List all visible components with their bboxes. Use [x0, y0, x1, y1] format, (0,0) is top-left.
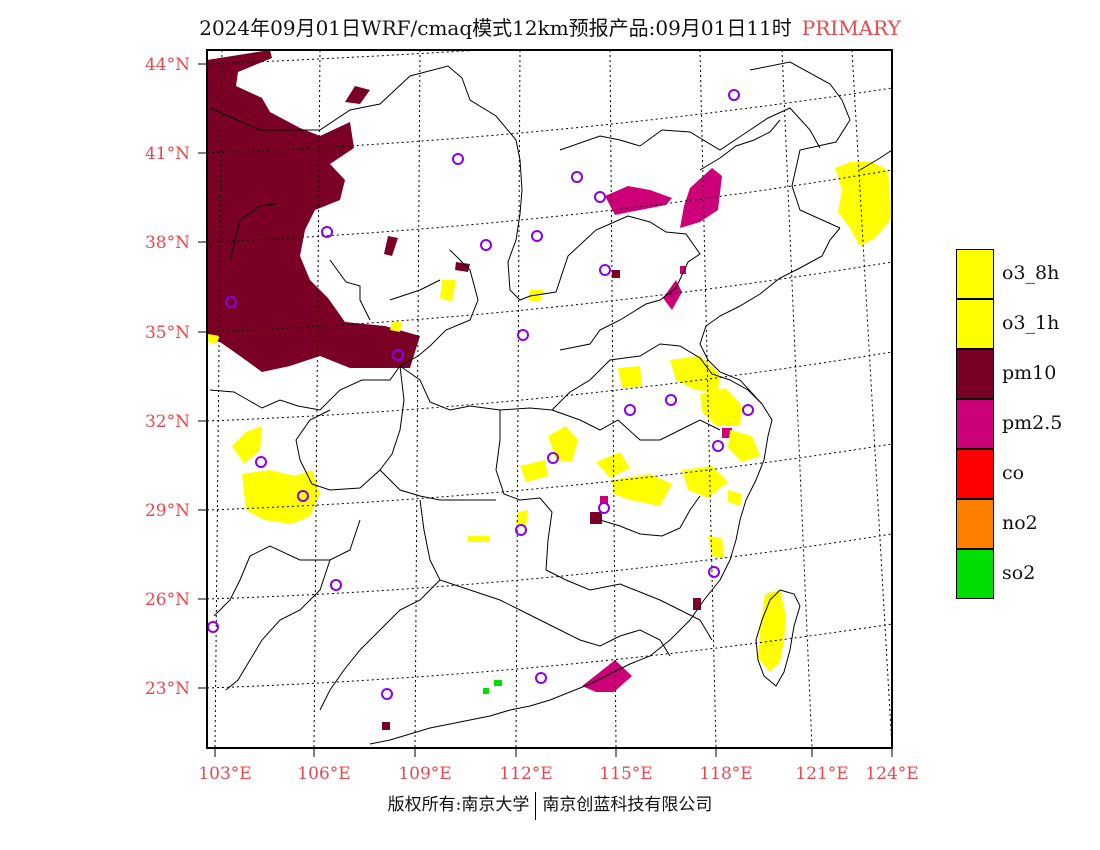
- map-frame: [206, 49, 893, 749]
- legend-label-co: co: [1002, 462, 1025, 484]
- lon-label-115e: 115°E: [599, 764, 653, 784]
- coastline: [369, 119, 892, 745]
- lon-label-109e: 109°E: [398, 764, 452, 784]
- legend-label-pm25: pm2.5: [1002, 412, 1063, 434]
- legend-label-o3-8h: o3_8h: [1002, 262, 1060, 284]
- legend-swatch-pm25: [956, 399, 994, 449]
- axis-ticks: [198, 63, 893, 757]
- lon-label-124e: 124°E: [865, 764, 919, 784]
- lat-label-32n: 32°N: [144, 412, 190, 432]
- legend-swatch-o3-8h: [956, 249, 994, 299]
- footer-right: 南京创蓝科技有限公司: [542, 795, 713, 815]
- legend-swatch-co: [956, 449, 994, 499]
- lat-label-29n: 29°N: [144, 501, 190, 521]
- lat-label-35n: 35°N: [144, 323, 190, 343]
- so2-areas: [483, 680, 502, 694]
- legend-label-o3-1h: o3_1h: [1002, 312, 1060, 334]
- lat-label-44n: 44°N: [144, 55, 190, 75]
- footer-left: 版权所有:南京大学: [387, 795, 530, 815]
- lon-label-121e: 121°E: [795, 764, 849, 784]
- legend-swatch-o3-1h: [956, 299, 994, 349]
- lon-label-106e: 106°E: [297, 764, 351, 784]
- legend-swatch-so2: [956, 549, 994, 599]
- lat-label-41n: 41°N: [144, 144, 190, 164]
- footer-separator: [535, 791, 537, 820]
- pm10-areas: [207, 50, 701, 730]
- pm25-areas: [582, 168, 732, 692]
- lat-label-23n: 23°N: [144, 679, 190, 699]
- map-title: 2024年09月01日WRF/cmaq模式12km预报产品:09月01日11时 P…: [0, 12, 1100, 41]
- legend-label-so2: so2: [1002, 562, 1036, 584]
- lon-label-112e: 112°E: [499, 764, 553, 784]
- province-boundaries: [209, 61, 851, 711]
- lon-label-103e: 103°E: [198, 764, 252, 784]
- copyright-footer: 版权所有:南京大学 南京创蓝科技有限公司: [0, 790, 1100, 820]
- graticule: [207, 50, 892, 748]
- legend-swatch-pm10: [956, 349, 994, 399]
- legend-swatch-no2: [956, 499, 994, 549]
- title-text: 2024年09月01日WRF/cmaq模式12km预报产品:09月01日11时: [199, 16, 792, 40]
- station-markers: [207, 89, 754, 700]
- title-tag: PRIMARY: [801, 16, 901, 40]
- lon-label-118e: 118°E: [699, 764, 753, 784]
- lat-label-26n: 26°N: [144, 590, 190, 610]
- lat-label-38n: 38°N: [144, 233, 190, 253]
- legend-label-pm10: pm10: [1002, 362, 1057, 384]
- legend-label-no2: no2: [1002, 512, 1038, 534]
- o3-areas: [207, 162, 892, 672]
